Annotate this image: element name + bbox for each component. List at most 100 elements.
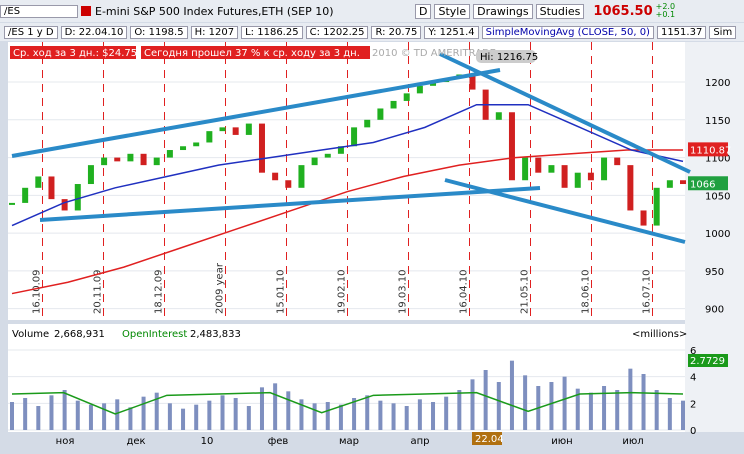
candle [193, 142, 200, 147]
volume-bar [194, 404, 199, 430]
toolbar: /ES E-mini S&P 500 Index Futures,ETH (SE… [0, 0, 744, 22]
range-label: Ср. ход за 3 дн.: $24.75 [13, 48, 137, 59]
date-label: 20.11.09 [93, 269, 104, 314]
date-label: 21.05.10 [520, 269, 531, 314]
y-tick-label: 950 [705, 267, 724, 278]
volume-bar [681, 400, 685, 430]
volume-bar [128, 407, 133, 430]
volume-bar [181, 408, 186, 430]
info-item: L: 1186.25 [241, 25, 303, 39]
volume-bar [391, 403, 396, 430]
volume-bar [10, 402, 14, 430]
volume-bar [102, 403, 107, 430]
volume-bar [628, 368, 633, 430]
candle [298, 165, 305, 188]
date-label: 15.01.10 [276, 269, 287, 314]
info-item: R: 20.75 [371, 25, 422, 39]
oi-tag [688, 354, 728, 367]
volume-bar [575, 388, 580, 430]
chart: 900 950 1000 1050 1100 1150 1200 16.10.09 20.11.… [8, 42, 744, 447]
open-interest-line [11, 391, 684, 415]
info-item: 1151.37 [656, 25, 707, 39]
title: E-mini S&P 500 Index Futures,ETH (SEP 10… [95, 4, 334, 18]
button[interactable]: Drawings [473, 3, 533, 19]
last-price: 1065.50 [593, 3, 653, 19]
candle [35, 176, 42, 188]
date-label: 16.04.10 [459, 269, 470, 314]
candle [469, 74, 476, 90]
candle [180, 146, 187, 151]
volume-bar [167, 403, 172, 430]
date-label: 19.03.10 [398, 269, 409, 314]
volume-bar [246, 406, 251, 430]
volume-bar [352, 398, 357, 430]
candle [245, 123, 252, 135]
y-tick-label: 900 [705, 305, 724, 316]
x-tick-label: июн [551, 436, 572, 447]
volume-panel [8, 324, 685, 432]
button[interactable]: Style [434, 3, 471, 19]
volume-bar [220, 395, 225, 430]
trendline [39, 186, 541, 222]
volume-bar [154, 392, 159, 430]
sma50-line [11, 103, 684, 227]
x-tick-label: 10 [201, 436, 214, 447]
candle [219, 127, 226, 132]
candle [574, 172, 581, 188]
volume-bar [523, 375, 528, 430]
candle [232, 127, 239, 135]
candle [377, 108, 384, 120]
candle [653, 187, 660, 226]
volume-bar [654, 390, 659, 430]
candle [601, 157, 608, 181]
candle [561, 165, 568, 188]
candle [74, 184, 81, 211]
candle [324, 153, 331, 158]
volume-legend: <millions> [632, 329, 687, 340]
date-label: 19.02.10 [337, 269, 348, 314]
volume-bar [299, 399, 304, 430]
date-label: 16.07.10 [642, 269, 653, 314]
candle [627, 165, 634, 211]
button[interactable]: D [415, 3, 432, 19]
trendline [444, 178, 686, 244]
change-2: +0.1 [655, 10, 676, 19]
candle [351, 127, 358, 147]
volume-bar [325, 402, 330, 430]
hi-badge [476, 50, 536, 63]
volume-bar [615, 390, 620, 430]
candle [22, 187, 29, 203]
candle [258, 123, 265, 173]
volume-bar [312, 403, 317, 430]
symbol-input[interactable]: /ES [0, 4, 78, 18]
candle [337, 146, 344, 154]
info-item: D: 22.04.10 [60, 25, 128, 39]
volume-bar [23, 398, 28, 430]
volume-bar [417, 399, 422, 430]
cursor-badge [472, 432, 502, 445]
volume-bar [431, 402, 436, 430]
x-tick-label: фев [268, 436, 289, 447]
candle [548, 165, 555, 173]
volume-bar [667, 398, 672, 430]
candle [430, 82, 437, 86]
trendline [11, 68, 501, 158]
y-tick-label: 1200 [705, 78, 730, 89]
x-tick-label: ноя [56, 436, 75, 447]
volume-legend: 2,668,931 [54, 329, 105, 340]
x-tick-label: мар [339, 436, 359, 447]
volume-bar [62, 390, 67, 430]
info-item: SimpleMovingAvg (CLOSE, 50, 0) [481, 25, 654, 39]
volume-bar [286, 391, 291, 430]
button[interactable]: Studies [535, 3, 585, 19]
candle [285, 180, 292, 188]
volume-bar [509, 360, 514, 430]
price-tag [688, 176, 728, 191]
candle [272, 172, 279, 181]
candle [614, 157, 621, 166]
y-tick-label: 1050 [705, 191, 730, 202]
y-tick-label: 0 [690, 426, 696, 437]
y-tick-label: 4 [690, 373, 696, 384]
volume-bar [457, 390, 462, 430]
